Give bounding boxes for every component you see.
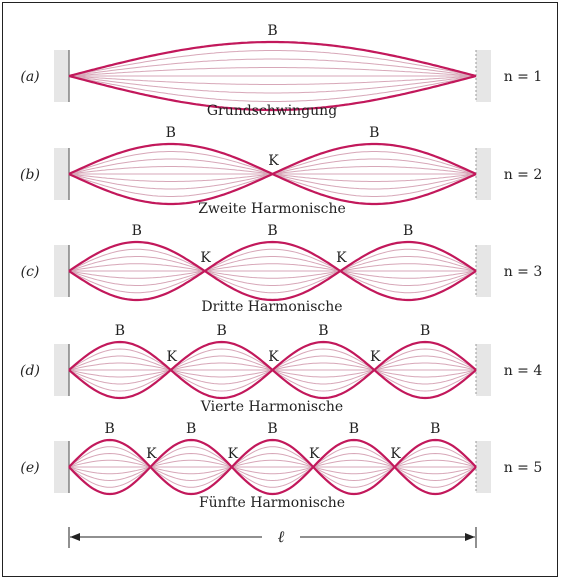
harmonic-caption: Grundschwingung <box>207 103 337 119</box>
harmonic-number: n = 2 <box>504 167 543 183</box>
node-label: K <box>167 349 178 365</box>
node-label: K <box>200 250 211 266</box>
string-position <box>68 75 477 85</box>
arrowhead-right <box>465 533 475 541</box>
antinode-label: B <box>132 223 142 239</box>
node-label: K <box>390 446 401 462</box>
row-letter: (e) <box>20 460 39 476</box>
envelope-curve <box>68 340 477 400</box>
antinode-label: B <box>166 125 176 141</box>
string-position <box>68 452 477 482</box>
figure-frame <box>2 2 558 577</box>
string-position <box>68 256 477 286</box>
arrowhead-left <box>70 533 80 541</box>
string-position <box>68 256 477 286</box>
right-wall <box>476 50 491 102</box>
harmonic-number: n = 5 <box>504 460 543 476</box>
string-position <box>68 459 477 475</box>
antinode-label: B <box>403 223 413 239</box>
harmonic-number: n = 1 <box>504 69 543 85</box>
antinode-label: B <box>318 323 328 339</box>
envelope-curve <box>68 438 477 496</box>
harmonic-row-4: B B B B K K K (d) n = 4 Vierte Harmonische <box>20 323 542 415</box>
left-wall <box>54 344 69 396</box>
node-label: K <box>146 446 157 462</box>
row-letter: (c) <box>21 264 40 280</box>
left-wall <box>54 441 69 493</box>
antinode-label: B <box>369 125 379 141</box>
string-position <box>68 58 477 77</box>
harmonic-row-3: B B B K K (c) n = 3 Dritte Harmonische <box>21 223 543 315</box>
harmonic-row-5: B B B B B K K K K (e) n = 5 Fünfte Harmonische <box>20 421 542 511</box>
node-label: K <box>309 446 320 462</box>
antinode-label: B <box>420 323 430 339</box>
string-position <box>68 446 477 488</box>
left-wall <box>54 50 69 102</box>
string-position <box>68 446 477 488</box>
harmonic-row-2: B B K (b) n = 2 Zweite Harmonische <box>20 125 542 217</box>
harmonic-caption: Dritte Harmonische <box>201 299 342 315</box>
harmonic-caption: Zweite Harmonische <box>198 201 346 217</box>
string-position <box>68 459 477 475</box>
harmonic-number: n = 3 <box>504 264 543 280</box>
envelope-curve <box>68 40 477 78</box>
harmonic-caption: Vierte Harmonische <box>200 399 343 415</box>
string-position <box>68 75 477 94</box>
antinode-label: B <box>216 323 226 339</box>
antinode-label: B <box>186 421 196 437</box>
length-label: ℓ <box>278 527 285 546</box>
row-letter: (b) <box>20 167 40 183</box>
left-wall <box>54 245 69 297</box>
envelope-curve <box>68 240 477 302</box>
envelope-curve <box>68 438 477 496</box>
string-position <box>68 50 477 77</box>
right-wall <box>476 344 491 396</box>
node-label: K <box>228 446 239 462</box>
envelope-curve <box>68 74 477 112</box>
antinode-label: B <box>115 323 125 339</box>
envelope-curve <box>68 240 477 302</box>
harmonic-row-1: B (a) n = 1 Grundschwingung <box>20 23 542 119</box>
node-label: K <box>336 250 347 266</box>
node-label: K <box>370 349 381 365</box>
string-position <box>68 452 477 482</box>
row-letter: (a) <box>20 69 39 85</box>
string-position <box>68 248 477 294</box>
harmonic-number: n = 4 <box>504 363 543 379</box>
string-position <box>68 263 477 279</box>
node-label: K <box>268 349 279 365</box>
right-wall <box>476 245 491 297</box>
harmonic-rows: B (a) n = 1 Grundschwingung B B K (b) n = 2 Zweit… <box>20 23 542 511</box>
right-wall <box>476 148 491 200</box>
row-letter: (d) <box>20 363 40 379</box>
antinode-label: B <box>349 421 359 437</box>
node-label: K <box>268 153 279 169</box>
antinode-label: B <box>105 421 115 437</box>
length-dimension: ℓ <box>68 527 477 548</box>
string-position <box>68 263 477 279</box>
antinode-label: B <box>430 421 440 437</box>
envelope-curve <box>68 142 477 206</box>
right-wall <box>476 441 491 493</box>
left-wall <box>54 148 69 200</box>
antinode-label: B <box>267 223 277 239</box>
antinode-label: B <box>267 23 277 39</box>
string-position <box>68 75 477 102</box>
harmonic-caption: Fünfte Harmonische <box>199 495 345 511</box>
string-position <box>68 67 477 77</box>
string-position <box>68 248 477 294</box>
antinode-label: B <box>267 421 277 437</box>
